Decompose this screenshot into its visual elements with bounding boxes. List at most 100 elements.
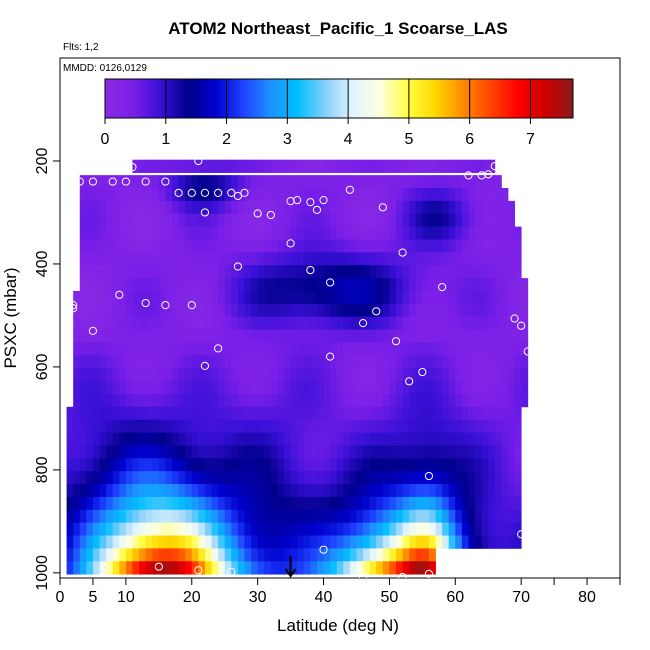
heatmap-cell (251, 393, 259, 408)
heatmap-cell (409, 278, 417, 292)
heatmap-cell (435, 471, 443, 485)
heatmap-cell (145, 458, 153, 472)
heatmap-cell (488, 406, 496, 421)
heatmap-cell (297, 290, 305, 305)
heatmap-cell (468, 509, 476, 524)
heatmap-cell (330, 252, 338, 266)
heatmap-cell (356, 445, 364, 459)
heatmap-cell (284, 252, 291, 266)
heatmap-cell (468, 290, 476, 305)
heatmap-cell (514, 368, 522, 382)
heatmap-cell (382, 278, 390, 292)
heatmap-cell (224, 419, 232, 433)
heatmap-cell (442, 278, 450, 292)
heatmap-cell (521, 303, 529, 318)
heatmap-cell (86, 509, 94, 524)
heatmap-cell (428, 278, 436, 292)
heatmap-cell (218, 290, 226, 305)
heatmap-cell (396, 252, 403, 266)
heatmap-cell (66, 406, 74, 421)
heatmap-cell (442, 509, 450, 524)
heatmap-cell (343, 496, 351, 511)
heatmap-cell (270, 432, 278, 446)
heatmap-cell (284, 329, 291, 343)
heatmap-cell (99, 561, 107, 575)
heatmap-cell (501, 265, 509, 279)
heatmap-cell (330, 316, 338, 330)
heatmap-cell (172, 458, 179, 472)
heatmap-cell (330, 432, 338, 446)
heatmap-cell (442, 329, 450, 343)
heatmap-cell (139, 368, 147, 382)
heatmap-cell (428, 239, 436, 253)
heatmap-cell (191, 432, 199, 446)
heatmap-cell (158, 393, 166, 408)
heatmap-cell (106, 548, 114, 562)
heatmap-cell (198, 200, 206, 215)
sample-point (233, 262, 242, 271)
sample-point (69, 301, 78, 310)
heatmap-cell (369, 316, 377, 330)
heatmap-cell (284, 535, 291, 549)
heatmap-cell (442, 393, 450, 408)
heatmap-cell (185, 265, 193, 279)
heatmap-cell (244, 252, 252, 266)
heatmap-cell (125, 226, 133, 240)
heatmap-cell (172, 393, 179, 408)
heatmap-cell (389, 509, 397, 524)
heatmap-cell (448, 522, 456, 536)
heatmap-cell (132, 252, 140, 266)
heatmap-cell (165, 471, 173, 485)
heatmap-cell (508, 303, 515, 318)
heatmap-cell (475, 484, 483, 498)
heatmap-cell (139, 406, 147, 421)
heatmap-cell (336, 393, 344, 408)
heatmap-cell (442, 419, 450, 433)
heatmap-cell (79, 265, 87, 279)
heatmap-cell (343, 445, 351, 459)
heatmap-cell (343, 561, 351, 575)
heatmap-cell (73, 522, 81, 536)
heatmap-cell (264, 239, 272, 253)
heatmap-cell (165, 213, 173, 228)
heatmap-cell (172, 265, 179, 279)
heatmap-cell (125, 509, 133, 524)
heatmap-cell (448, 316, 456, 330)
heatmap-cell (323, 200, 331, 215)
heatmap-cell (284, 159, 291, 173)
heatmap-cell (86, 355, 94, 369)
heatmap-cell (330, 278, 338, 292)
heatmap-cell (363, 406, 371, 421)
heatmap-cell (501, 484, 509, 498)
heatmap-cell (402, 226, 410, 240)
heatmap-cell (468, 226, 476, 240)
heatmap-cell (92, 368, 100, 382)
heatmap-cell (99, 368, 107, 382)
heatmap-cell (297, 252, 305, 266)
heatmap-cell (79, 496, 87, 511)
heatmap-cell (237, 239, 245, 253)
heatmap-cell (382, 226, 390, 240)
heatmap-cell (442, 265, 450, 279)
heatmap-cell (336, 329, 344, 343)
heatmap-cell (356, 188, 364, 202)
heatmap-cell (435, 175, 443, 189)
heatmap-cell (481, 406, 489, 421)
heatmap-cell (468, 355, 476, 369)
heatmap-cell (106, 355, 114, 369)
heatmap-cell (494, 509, 502, 524)
heatmap-cell (461, 509, 469, 524)
heatmap-cell (119, 484, 127, 498)
heatmap-cell (290, 535, 298, 549)
heatmap-cell (409, 406, 417, 421)
heatmap-cell (376, 278, 384, 292)
heatmap-cell (396, 290, 403, 305)
heatmap-cell (303, 278, 311, 292)
heatmap-cell (508, 226, 515, 240)
sample-point (194, 566, 203, 575)
heatmap-cell (112, 200, 120, 215)
heatmap-cell (86, 496, 94, 511)
heatmap-cell (468, 496, 476, 511)
heatmap-cell (79, 200, 87, 215)
heatmap-cell (211, 561, 219, 575)
